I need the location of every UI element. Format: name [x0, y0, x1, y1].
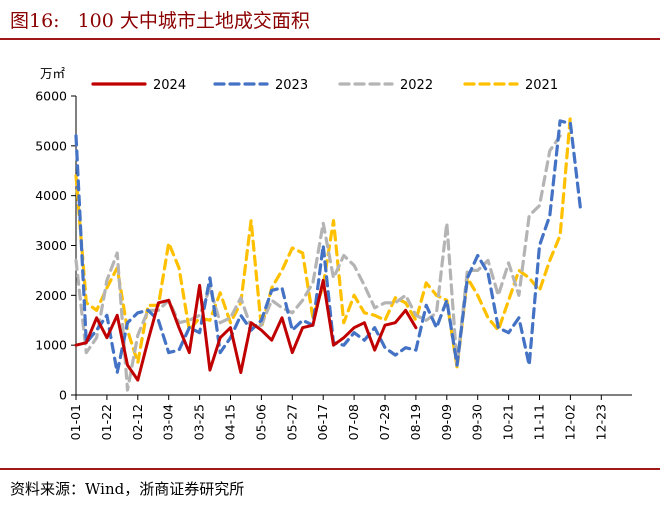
y-tick-label: 6000	[35, 89, 67, 104]
x-tick-label: 08-19	[408, 404, 423, 440]
legend-label-2024: 2024	[153, 78, 186, 93]
x-tick-label: 07-08	[346, 404, 361, 440]
x-tick-label: 01-22	[99, 404, 114, 440]
chart-legend: 2024 2023 2022 2021	[91, 78, 558, 93]
x-tick-label: 01-01	[68, 404, 83, 440]
title-rule	[0, 38, 660, 40]
legend-label-2022: 2022	[400, 78, 433, 93]
x-tick-label: 07-29	[377, 404, 392, 440]
series-line-2024	[74, 278, 418, 382]
y-tick-label: 4000	[35, 188, 67, 203]
x-tick-label: 05-06	[253, 404, 268, 440]
x-tick-label: 12-02	[562, 404, 577, 440]
x-tick-label: 05-27	[284, 404, 299, 440]
source-note: 资料来源：Wind，浙商证券研究所	[10, 480, 245, 498]
figure-title: 图16: 100 大中城市土地成交面积	[10, 6, 310, 33]
x-tick-label: 04-15	[223, 404, 238, 440]
y-tick-label: 2000	[35, 288, 67, 303]
x-tick-label: 09-30	[470, 404, 485, 440]
x-tick-label: 09-09	[439, 404, 454, 440]
figure-title-text: 100 大中城市土地成交面积	[77, 10, 310, 32]
x-tick-label: 12-23	[593, 404, 608, 440]
x-tick-label: 03-04	[161, 404, 176, 440]
line-chart: 0 1000 2000 3000 4000 5000 6000 万㎡ 01-01 01-22 02-…	[35, 66, 632, 440]
chart-series-layer	[74, 114, 583, 392]
source-rule	[0, 468, 660, 470]
legend-label-2021: 2021	[525, 78, 558, 93]
y-axis-unit: 万㎡	[40, 66, 66, 81]
y-tick-label: 0	[59, 388, 67, 403]
x-tick-label: 11-11	[532, 404, 547, 440]
chart-axes: 0 1000 2000 3000 4000 5000 6000 万㎡ 01-01 01-22 02-…	[35, 66, 632, 440]
x-tick-label: 10-21	[501, 404, 516, 440]
x-tick-label: 02-12	[130, 404, 145, 440]
figure-number: 图16:	[10, 10, 60, 32]
legend-label-2023: 2023	[275, 78, 308, 93]
x-tick-label: 03-25	[192, 404, 207, 440]
y-tick-label: 3000	[35, 238, 67, 253]
series-line-2023	[74, 119, 583, 375]
x-tick-label: 06-17	[315, 404, 330, 440]
y-tick-label: 5000	[35, 138, 67, 153]
series-line-2022	[74, 134, 562, 392]
y-tick-label: 1000	[35, 338, 67, 353]
